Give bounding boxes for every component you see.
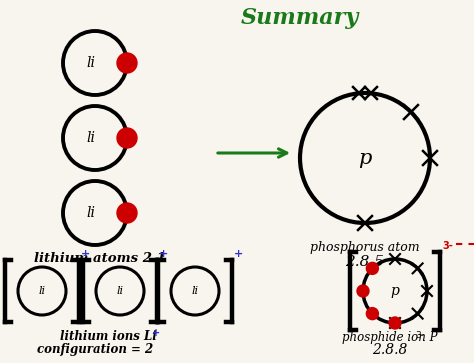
Text: li: li [86,56,95,70]
Text: phosphide ion P: phosphide ion P [342,331,438,344]
Circle shape [366,262,378,274]
Circle shape [389,317,401,329]
Text: 2.8.8: 2.8.8 [372,343,408,357]
Text: phosphorus atom: phosphorus atom [310,241,420,254]
Text: li: li [191,286,199,296]
Text: lithium atoms 2.1: lithium atoms 2.1 [34,252,166,265]
Text: lithium ions Li: lithium ions Li [60,330,156,343]
Text: +: + [234,249,243,259]
Text: 2.8.5: 2.8.5 [346,255,384,269]
Circle shape [357,285,369,297]
Text: li: li [117,286,124,296]
Circle shape [366,307,378,320]
Text: li: li [38,286,46,296]
Text: li: li [86,206,95,220]
Text: p: p [358,148,372,167]
Text: p: p [391,284,400,298]
Circle shape [117,53,137,73]
Text: Summary: Summary [241,7,359,29]
Text: 3-: 3- [415,330,424,339]
Text: +: + [159,249,168,259]
Circle shape [117,128,137,148]
Text: 3-: 3- [442,241,453,251]
Circle shape [117,203,137,223]
Text: +: + [81,249,90,259]
Text: li: li [86,131,95,145]
Text: +: + [152,328,160,338]
Text: configuration = 2: configuration = 2 [37,343,153,355]
